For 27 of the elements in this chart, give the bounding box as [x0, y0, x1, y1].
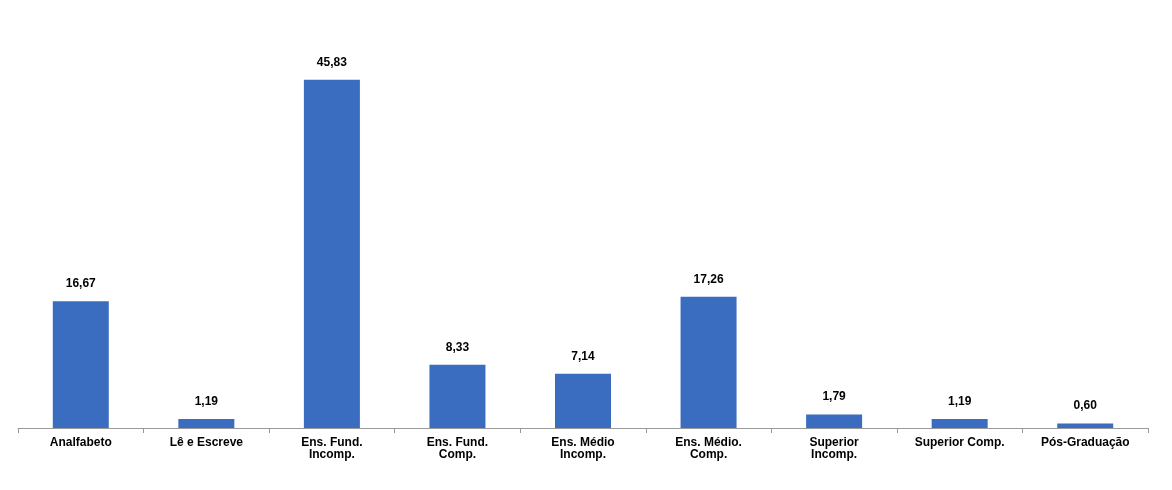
bar — [429, 364, 486, 428]
data-label: 17,26 — [693, 271, 724, 286]
bar — [1057, 423, 1114, 428]
x-tick-label: Analfabeto — [49, 435, 112, 449]
data-label: 1,79 — [822, 389, 847, 404]
data-label: 45,83 — [316, 54, 348, 69]
data-label: 1,19 — [947, 393, 972, 408]
x-tick-label: Superior Comp. — [914, 435, 1005, 449]
bar — [555, 373, 611, 428]
bar — [931, 418, 988, 428]
data-label: 1,19 — [194, 393, 219, 408]
x-tick-label: Ens. Fund. Comp. — [426, 435, 489, 461]
data-label: 0,60 — [1073, 398, 1098, 413]
bar — [806, 414, 863, 428]
data-label: 8,33 — [445, 339, 470, 354]
x-tick-label: Ens. Fund. Incomp. — [301, 435, 363, 461]
x-tick-label: Superior Incomp. — [809, 435, 860, 461]
bar — [303, 79, 360, 428]
bar — [680, 296, 737, 428]
x-tick-label: Ens. Médio. Comp. — [675, 435, 742, 461]
bar — [178, 418, 235, 428]
data-label: 7,14 — [571, 348, 595, 363]
bar — [52, 301, 109, 428]
x-tick-label: Ens. Médio Incomp. — [551, 435, 615, 461]
x-tick-label: Pós-Graduação — [1040, 435, 1130, 449]
data-label: 16,67 — [65, 276, 97, 291]
x-tick-label: Lê e Escreve — [169, 435, 244, 449]
